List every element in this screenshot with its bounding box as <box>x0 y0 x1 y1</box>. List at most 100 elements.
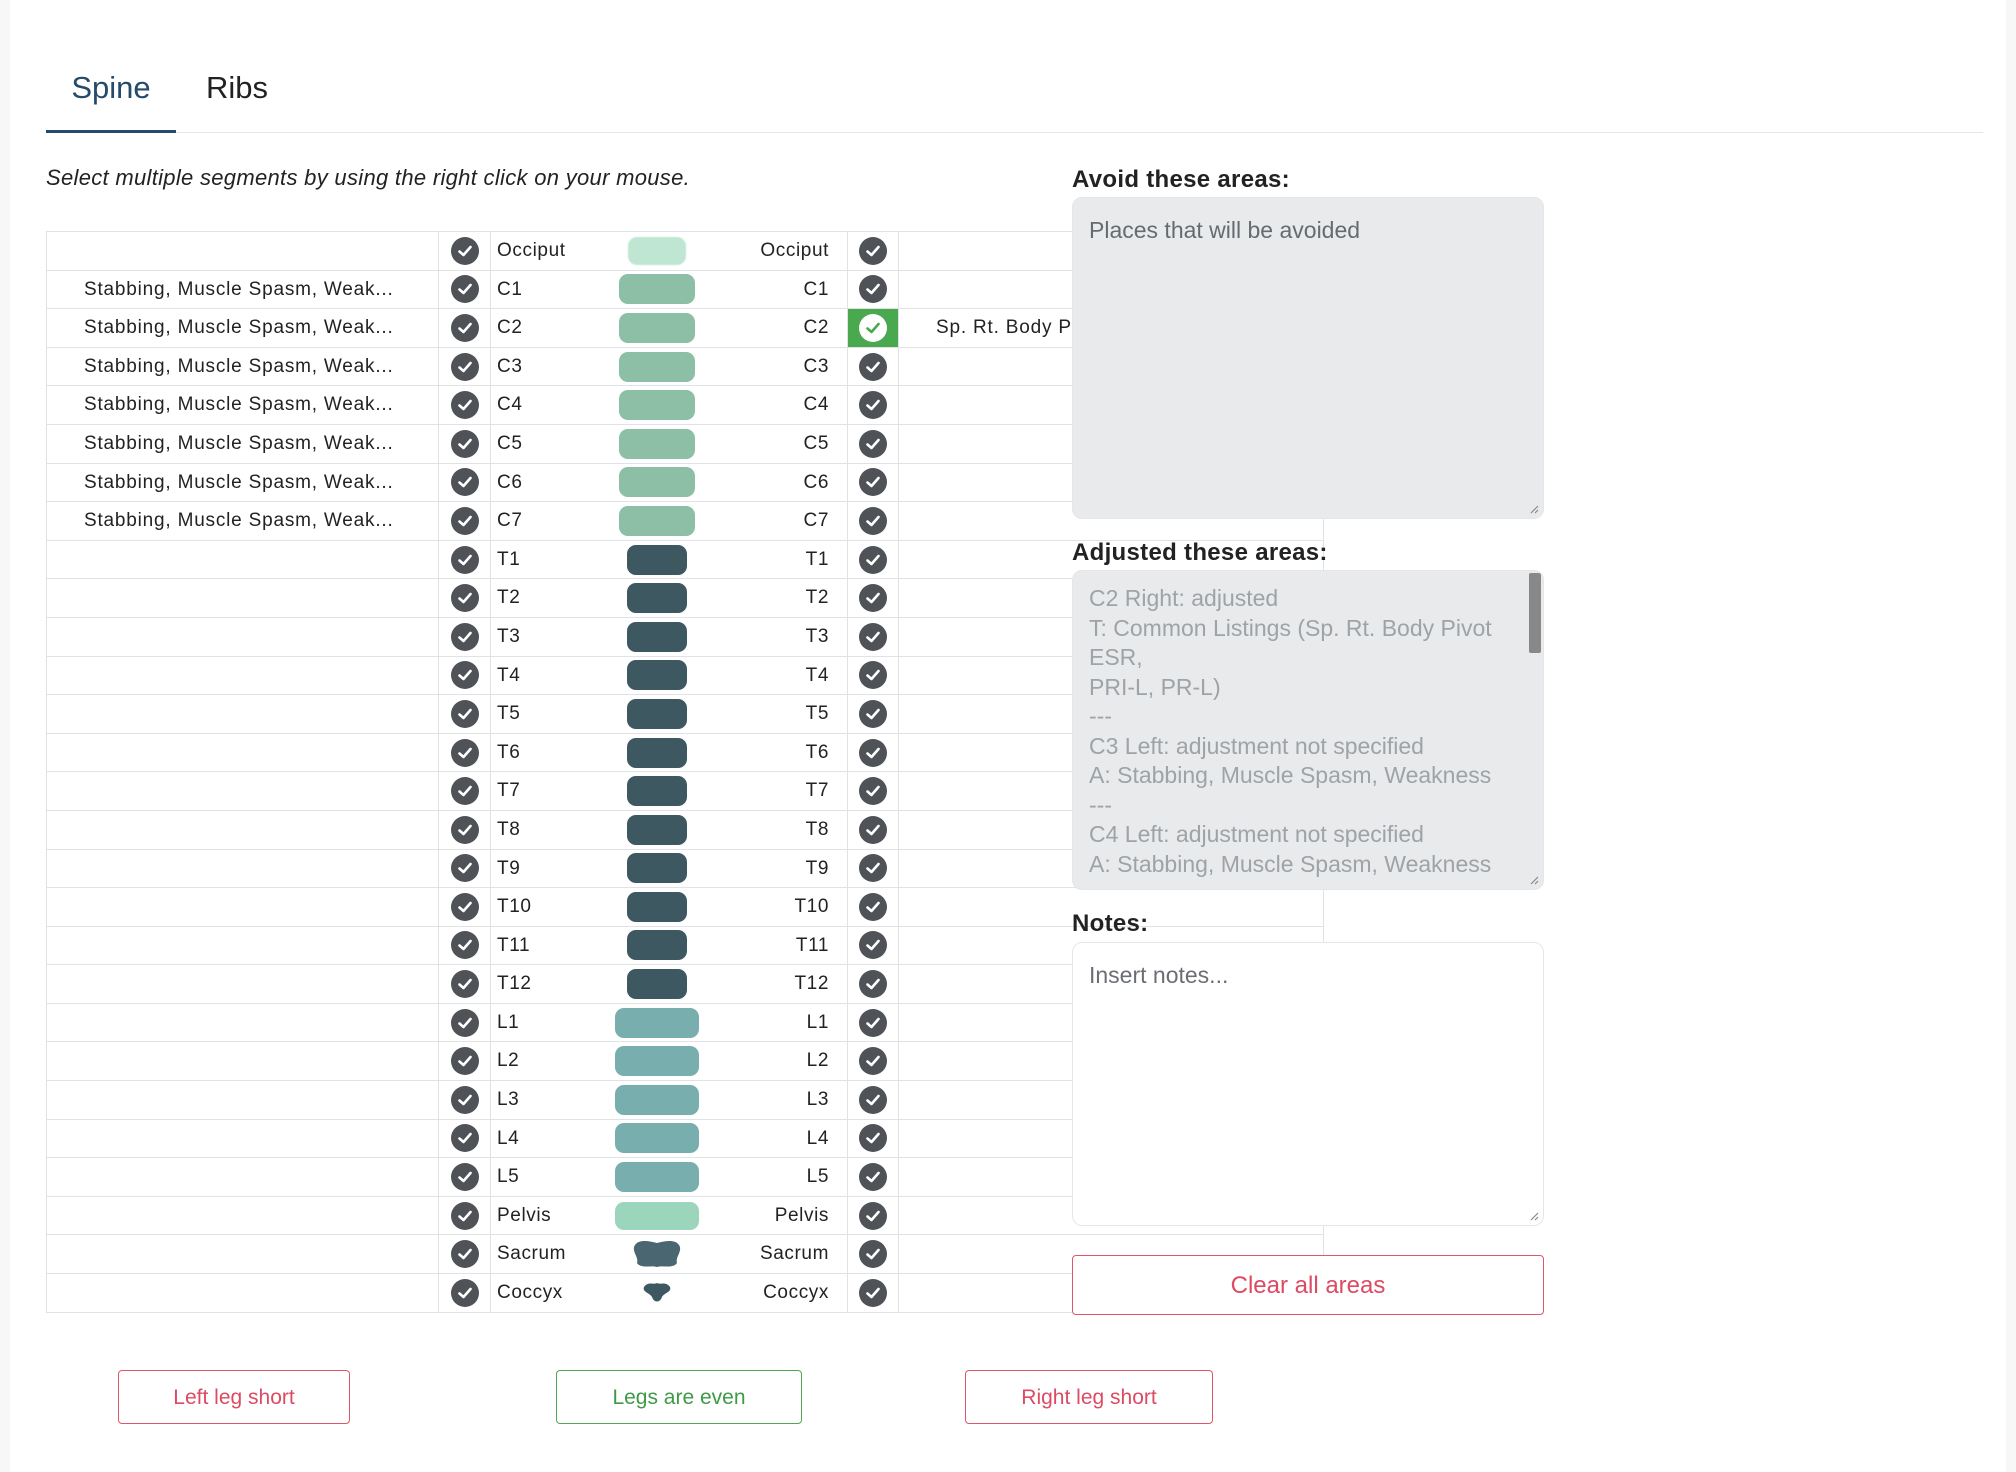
left-check-toggle[interactable] <box>439 772 491 810</box>
right-check-toggle[interactable] <box>847 772 899 810</box>
right-check-toggle[interactable] <box>847 347 899 386</box>
right-check-toggle[interactable] <box>847 502 899 540</box>
left-check-toggle[interactable] <box>439 810 491 849</box>
left-findings[interactable] <box>47 540 439 579</box>
right-check-toggle[interactable] <box>847 888 899 926</box>
left-check-toggle[interactable] <box>439 424 491 463</box>
left-findings[interactable] <box>47 1196 439 1235</box>
right-check-toggle[interactable] <box>847 270 899 309</box>
left-check-toggle[interactable] <box>439 1158 491 1196</box>
left-check-toggle[interactable] <box>439 656 491 695</box>
left-check-toggle[interactable] <box>439 579 491 617</box>
left-check-toggle[interactable] <box>439 463 491 502</box>
left-check-toggle[interactable] <box>439 347 491 386</box>
left-findings[interactable] <box>47 965 439 1003</box>
right-check-toggle[interactable] <box>847 1274 899 1312</box>
left-findings[interactable]: Stabbing, Muscle Spasm, Weak... <box>47 347 439 386</box>
vertebra-t5[interactable] <box>627 698 687 729</box>
left-findings[interactable] <box>47 810 439 849</box>
left-check-toggle[interactable] <box>439 1196 491 1235</box>
right-check-toggle[interactable] <box>847 1003 899 1042</box>
left-check-toggle[interactable] <box>439 1119 491 1158</box>
right-leg-short-button[interactable]: Right leg short <box>965 1370 1213 1424</box>
left-check-toggle[interactable] <box>439 849 491 888</box>
vertebra-t11[interactable] <box>627 930 687 961</box>
vertebra-t9[interactable] <box>627 853 687 884</box>
resize-handle-icon[interactable] <box>1529 504 1539 514</box>
left-findings[interactable] <box>47 849 439 888</box>
right-check-toggle[interactable] <box>847 1196 899 1235</box>
resize-handle-icon[interactable] <box>1529 1211 1539 1221</box>
tab-ribs[interactable]: Ribs <box>206 70 269 105</box>
right-check-toggle[interactable] <box>847 656 899 695</box>
left-check-toggle[interactable] <box>439 617 491 656</box>
left-check-toggle[interactable] <box>439 502 491 540</box>
right-check-toggle[interactable] <box>847 1235 899 1274</box>
vertebra-c4[interactable] <box>619 390 695 421</box>
right-check-toggle[interactable] <box>847 232 899 270</box>
left-check-toggle[interactable] <box>439 888 491 926</box>
right-check-toggle[interactable] <box>847 617 899 656</box>
left-findings[interactable]: Stabbing, Muscle Spasm, Weak... <box>47 270 439 309</box>
left-check-toggle[interactable] <box>439 733 491 772</box>
left-check-toggle[interactable] <box>439 1081 491 1119</box>
vertebra-t7[interactable] <box>627 776 687 807</box>
left-findings[interactable] <box>47 1081 439 1119</box>
right-check-toggle[interactable] <box>847 386 899 424</box>
vertebra-t12[interactable] <box>627 969 687 1000</box>
left-leg-short-button[interactable]: Left leg short <box>118 1370 350 1424</box>
right-check-toggle[interactable] <box>847 579 899 617</box>
left-findings[interactable] <box>47 733 439 772</box>
vertebra-coccyx[interactable] <box>640 1279 674 1307</box>
right-check-toggle[interactable] <box>847 1042 899 1081</box>
right-check-toggle[interactable] <box>847 695 899 733</box>
vertebra-c7[interactable] <box>619 505 695 536</box>
vertebra-t6[interactable] <box>627 737 687 768</box>
scrollbar-thumb[interactable] <box>1529 573 1541 653</box>
vertebra-l4[interactable] <box>615 1123 699 1154</box>
left-findings[interactable] <box>47 1274 439 1312</box>
left-findings[interactable] <box>47 1119 439 1158</box>
vertebra-sacrum[interactable] <box>629 1237 685 1271</box>
right-check-toggle[interactable] <box>847 733 899 772</box>
left-check-toggle[interactable] <box>439 1274 491 1312</box>
clear-all-areas-button[interactable]: Clear all areas <box>1072 1255 1544 1315</box>
left-findings[interactable] <box>47 1235 439 1274</box>
vertebra-l2[interactable] <box>615 1046 699 1077</box>
right-check-toggle[interactable] <box>847 1081 899 1119</box>
right-check-toggle[interactable] <box>847 926 899 965</box>
left-findings[interactable] <box>47 656 439 695</box>
vertebra-c2[interactable] <box>619 312 695 343</box>
vertebra-pelvis[interactable] <box>615 1201 699 1230</box>
vertebra-t8[interactable] <box>627 814 687 845</box>
right-check-toggle[interactable] <box>847 849 899 888</box>
left-findings[interactable] <box>47 232 439 270</box>
left-findings[interactable] <box>47 695 439 733</box>
vertebra-t1[interactable] <box>627 544 687 575</box>
vertebra-t4[interactable] <box>627 660 687 691</box>
left-check-toggle[interactable] <box>439 1235 491 1274</box>
vertebra-t3[interactable] <box>627 621 687 652</box>
right-check-toggle[interactable] <box>847 965 899 1003</box>
left-check-toggle[interactable] <box>439 540 491 579</box>
left-findings[interactable]: Stabbing, Muscle Spasm, Weak... <box>47 463 439 502</box>
left-findings[interactable] <box>47 1158 439 1196</box>
left-findings[interactable]: Stabbing, Muscle Spasm, Weak... <box>47 502 439 540</box>
tab-spine[interactable]: Spine <box>46 42 176 133</box>
left-check-toggle[interactable] <box>439 695 491 733</box>
vertebra-t2[interactable] <box>627 583 687 614</box>
vertebra-c3[interactable] <box>619 351 695 382</box>
left-findings[interactable]: Stabbing, Muscle Spasm, Weak... <box>47 386 439 424</box>
right-check-toggle[interactable] <box>847 540 899 579</box>
left-findings[interactable] <box>47 579 439 617</box>
left-findings[interactable]: Stabbing, Muscle Spasm, Weak... <box>47 424 439 463</box>
adjusted-textarea[interactable]: C2 Right: adjusted T: Common Listings (Sp… <box>1072 570 1544 890</box>
left-findings[interactable] <box>47 1003 439 1042</box>
vertebra-c1[interactable] <box>619 274 695 305</box>
vertebra-occiput[interactable] <box>628 236 686 265</box>
vertebra-l5[interactable] <box>615 1162 699 1193</box>
left-check-toggle[interactable] <box>439 926 491 965</box>
vertebra-l1[interactable] <box>615 1007 699 1038</box>
vertebra-l3[interactable] <box>615 1084 699 1115</box>
vertebra-c5[interactable] <box>619 428 695 459</box>
